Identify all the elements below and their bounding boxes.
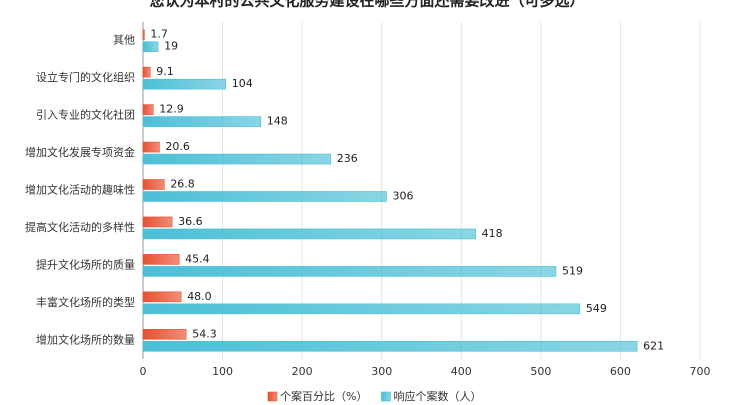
data-label: 9.1 [156,65,174,78]
data-label: 26.8 [170,178,195,191]
x-tick-label: 500 [530,365,551,378]
data-label: 48.0 [187,290,212,303]
x-tick-label: 0 [140,365,147,378]
data-label: 104 [232,77,253,90]
bar [142,191,387,202]
data-label: 148 [267,115,288,128]
bar [142,266,557,277]
bar [142,303,581,315]
data-label: 19 [164,40,178,53]
y-tick-label: 提高文化活动的多样性 [25,220,135,234]
data-label: 54.3 [192,327,217,340]
bar [142,153,332,165]
y-tick-label: 丰富文化场所的类型 [36,295,135,309]
bar [142,254,180,265]
bar [142,340,638,352]
bar [142,116,262,127]
data-label: 36.6 [178,215,203,228]
bar [142,66,151,78]
x-tick-label: 100 [212,365,233,378]
bar [142,141,160,153]
y-tick-label: 设立专门的文化组织 [36,70,135,84]
y-tick-label: 增加文化发展专项资金 [25,145,135,159]
bar [142,328,187,340]
bar [142,41,159,53]
y-tick-label: 增加文化场所的数量 [36,332,135,346]
y-tick-label: 引入专业的文化社团 [36,108,135,122]
y-tick-label: 提升文化场所的质量 [36,257,135,271]
bar [142,104,154,115]
data-label: 20.6 [165,140,190,153]
bar [142,216,173,228]
bar [142,291,182,303]
data-label: 45.4 [185,252,210,265]
legend-label: 响应个案数（人） [393,389,481,403]
legend-label: 个案百分比（%） [280,389,367,403]
bar [142,179,165,190]
y-tick-label: 其他 [113,34,135,47]
x-tick-label: 300 [371,365,392,378]
x-tick-label: 400 [451,365,472,378]
data-label: 12.9 [159,103,184,116]
data-label: 519 [562,264,583,277]
x-tick-label: 600 [610,365,631,378]
data-label: 621 [643,339,664,352]
legend-swatch [381,391,391,402]
bar [142,78,227,90]
chart-title: 您认为本村的公共文化服务建设在哪些方面还需要改进（可多选） [148,0,584,10]
data-label: 306 [392,190,413,203]
data-label: 1.7 [150,28,168,41]
data-label: 418 [482,227,503,240]
data-label: 236 [337,152,358,165]
y-tick-label: 增加文化活动的趣味性 [25,183,135,197]
legend-swatch [267,391,278,402]
data-label: 549 [586,302,607,315]
bar [142,29,145,41]
x-tick-label: 200 [292,365,313,378]
bar [142,228,476,240]
x-tick-label: 700 [690,365,711,378]
